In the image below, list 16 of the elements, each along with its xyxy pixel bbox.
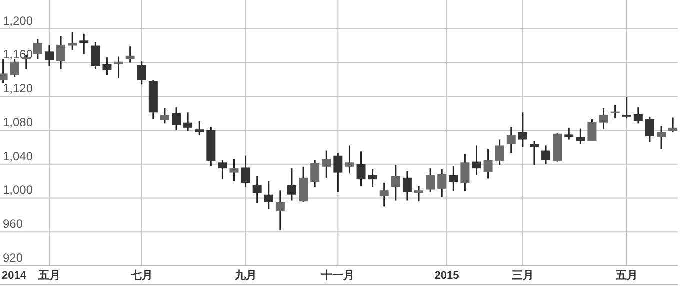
x-tick-label: 2015 [434,270,460,282]
x-tick-label: 九月 [234,269,257,282]
y-tick-label: 920 [3,251,24,265]
x-tick-label: 五月 [614,270,638,282]
x-tick-label: 十一月 [320,269,355,282]
x-tick-label: 三月 [512,270,534,282]
y-tick-label: 1,120 [3,82,34,96]
y-tick-label: 1,000 [3,183,34,198]
x-tick-label: 五月 [37,270,60,282]
x-tick-label: 七月 [130,269,153,282]
x-tick-label: 2014 [2,270,28,282]
y-tick-label: 1,040 [3,149,34,164]
y-tick-label: 960 [3,217,24,232]
y-tick-label: 1,080 [3,115,34,130]
y-tick-label: 1,200 [3,14,34,28]
y-tick-label: 1,160 [3,48,34,62]
